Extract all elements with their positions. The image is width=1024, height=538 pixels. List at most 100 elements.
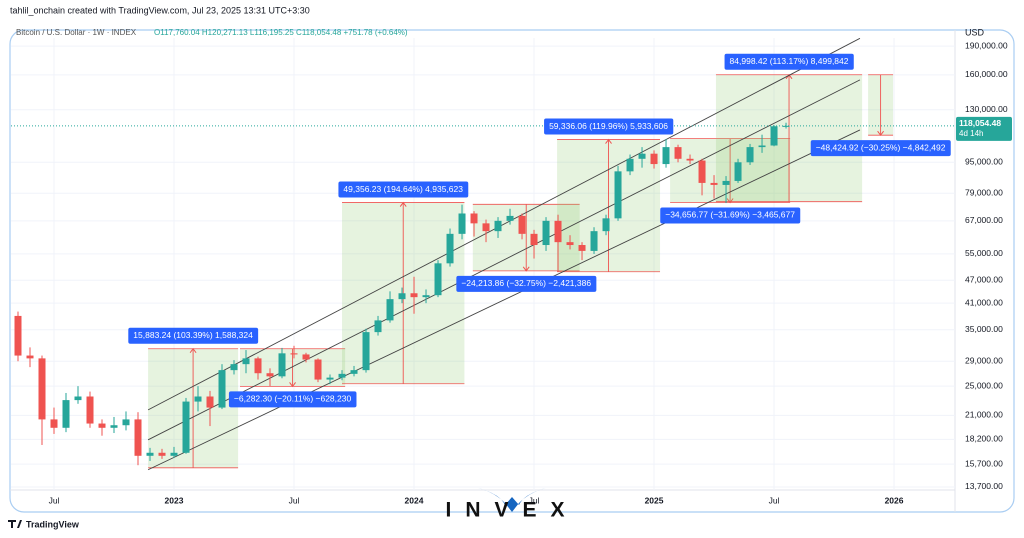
watermark-text: INVEX [445, 499, 578, 522]
candle-body [86, 396, 94, 424]
candle-body [710, 182, 718, 185]
candle-body [590, 231, 598, 251]
measure-label-bg [338, 181, 469, 198]
candle-body [290, 353, 298, 355]
candle-body [446, 233, 454, 264]
y-tick-label: 67,000.00 [965, 215, 1003, 225]
symbol: Bitcoin / U.S. Dollar · 1W · INDEX [16, 28, 137, 37]
ohlc: O117,760.04 H120,271.13 L116,195.25 C118… [154, 28, 408, 37]
measure-label-bg [660, 207, 801, 224]
candle-body [746, 147, 754, 163]
candle-body [266, 373, 274, 377]
y-tick-label: 18,200.00 [965, 434, 1003, 444]
candle-body [230, 364, 238, 371]
x-tick-label: 2026 [885, 495, 904, 505]
plot [11, 38, 955, 490]
y-tick-label: 41,000.00 [965, 297, 1003, 307]
candle-body [194, 396, 202, 402]
candle-body [326, 377, 334, 380]
candle-body [638, 153, 646, 159]
candle-body [110, 425, 118, 428]
x-tick-label: Jul [529, 495, 540, 505]
candle-body [650, 153, 658, 165]
candle-body [50, 419, 58, 428]
candle-body [98, 423, 106, 428]
measure-label-bg [456, 275, 597, 292]
last-price-tag [956, 116, 1012, 141]
y-tick-label: 15,700.00 [965, 458, 1003, 468]
candle-body [506, 215, 514, 221]
y-tick-label: 95,000.00 [965, 157, 1003, 167]
y-tick-label: 13,700.00 [965, 481, 1003, 491]
candle-body [686, 158, 694, 161]
measure-arrowhead [189, 347, 197, 354]
measure-label: −6,282.30 (−20.11%) −628,230 [234, 394, 352, 404]
candle-body [614, 171, 622, 219]
candle-body [662, 147, 670, 165]
measure-label-bg [228, 391, 357, 408]
brand: TradingView [26, 519, 80, 529]
candle-body [458, 213, 466, 234]
y-tick-label: 160,000.00 [965, 69, 1008, 79]
candle-body [134, 419, 142, 456]
candle-body [38, 358, 46, 420]
candle-body [182, 401, 190, 453]
measure-label: −34,656.77 (−31.69%) −3,465,677 [665, 210, 795, 220]
y-tick-label: 47,000.00 [965, 275, 1003, 285]
candle-body [158, 452, 166, 456]
measure-label-bg [128, 327, 259, 344]
x-tick-label: 2023 [165, 495, 184, 505]
candle-body [770, 126, 778, 146]
candle-body [698, 160, 706, 183]
measure-arrowhead [289, 382, 296, 388]
candle-body [578, 245, 586, 251]
candle-body [554, 220, 562, 243]
y-tick-label: 29,000.00 [965, 355, 1003, 365]
x-tick-label: Jul [289, 495, 300, 505]
candle-body [410, 293, 418, 298]
candle-body [518, 215, 526, 234]
candle-body [494, 220, 502, 232]
channel-line [147, 38, 861, 411]
candle-body [398, 293, 406, 300]
x-tick-label: 2024 [405, 495, 424, 505]
candle-body [758, 145, 766, 148]
measure-label-bg [810, 140, 951, 157]
brand-logo [8, 520, 22, 528]
measure-label: 84,998.42 (113.17%) 8,499,842 [730, 56, 849, 66]
candle-body [542, 220, 550, 246]
candle-body [434, 263, 442, 296]
candle-body [350, 370, 358, 374]
measure-label: −48,424.92 (−30.25%) −4,842,492 [816, 142, 946, 152]
candle-body [26, 355, 34, 359]
measure-arrowhead [785, 73, 793, 80]
watermark-logo [478, 488, 546, 512]
candle-body [470, 213, 478, 224]
candle-body [302, 354, 310, 360]
y-tick-label: 190,000.00 [965, 40, 1008, 50]
candle-body [422, 295, 430, 298]
y-tick-label: 55,000.00 [965, 248, 1003, 258]
x-tick-label: 2025 [645, 495, 664, 505]
last-price-label: 118,054.48 [959, 118, 1001, 128]
measure-label-bg [544, 118, 674, 135]
candle-body [566, 242, 574, 246]
measure-arrowhead [605, 138, 612, 144]
candle-body [626, 158, 634, 172]
candle-body [170, 452, 178, 456]
measure-label: 49,356.23 (194.64%) 4,935,623 [343, 184, 463, 194]
measure-arrowhead [726, 198, 734, 204]
candle-body [338, 373, 346, 378]
candle-body [602, 218, 610, 232]
candle-body [362, 332, 370, 371]
candle-body [146, 452, 154, 456]
candle-body [386, 299, 394, 321]
y-tick-label: 25,000.00 [965, 380, 1003, 390]
countdown: 4d 14h [959, 129, 983, 138]
y-tick-label: 21,000.00 [965, 410, 1003, 420]
y-tick-label: 79,000.00 [965, 187, 1003, 197]
measure-arrowhead [877, 130, 884, 136]
measure-label: 15,883.24 (103.39%) 1,588,324 [133, 330, 253, 340]
x-tick-label: Jul [49, 495, 60, 505]
